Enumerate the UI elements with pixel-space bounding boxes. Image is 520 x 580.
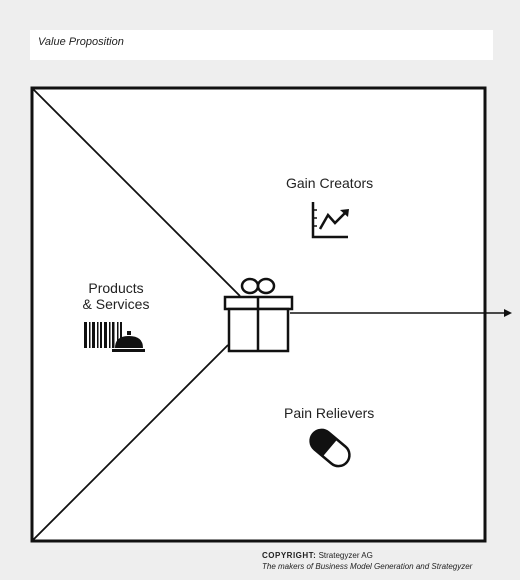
divider-lower [32, 344, 229, 541]
products-services-label: Products & Services [78, 280, 154, 312]
pain-relievers-label: Pain Relievers [284, 405, 375, 421]
products-label-line2: & Services [82, 296, 150, 312]
arrow-head-icon [504, 309, 512, 317]
copyright-label: COPYRIGHT: [262, 551, 317, 560]
pill-icon [309, 428, 351, 468]
copyright-footer: COPYRIGHT: Strategyzer AG The makers of … [262, 550, 472, 572]
barcode-and-cloche-icon [84, 322, 145, 352]
chart-up-icon [311, 202, 349, 239]
copyright-owner: Strategyzer AG [318, 551, 373, 560]
products-label-line1: Products [88, 280, 144, 296]
copyright-tagline: The makers of Business Model Generation … [262, 562, 473, 571]
gift-icon [223, 277, 294, 353]
gain-creators-label: Gain Creators [286, 175, 374, 191]
title-bar: Value Proposition [30, 30, 493, 60]
page-title: Value Proposition [38, 36, 124, 48]
divider-upper [32, 88, 241, 297]
